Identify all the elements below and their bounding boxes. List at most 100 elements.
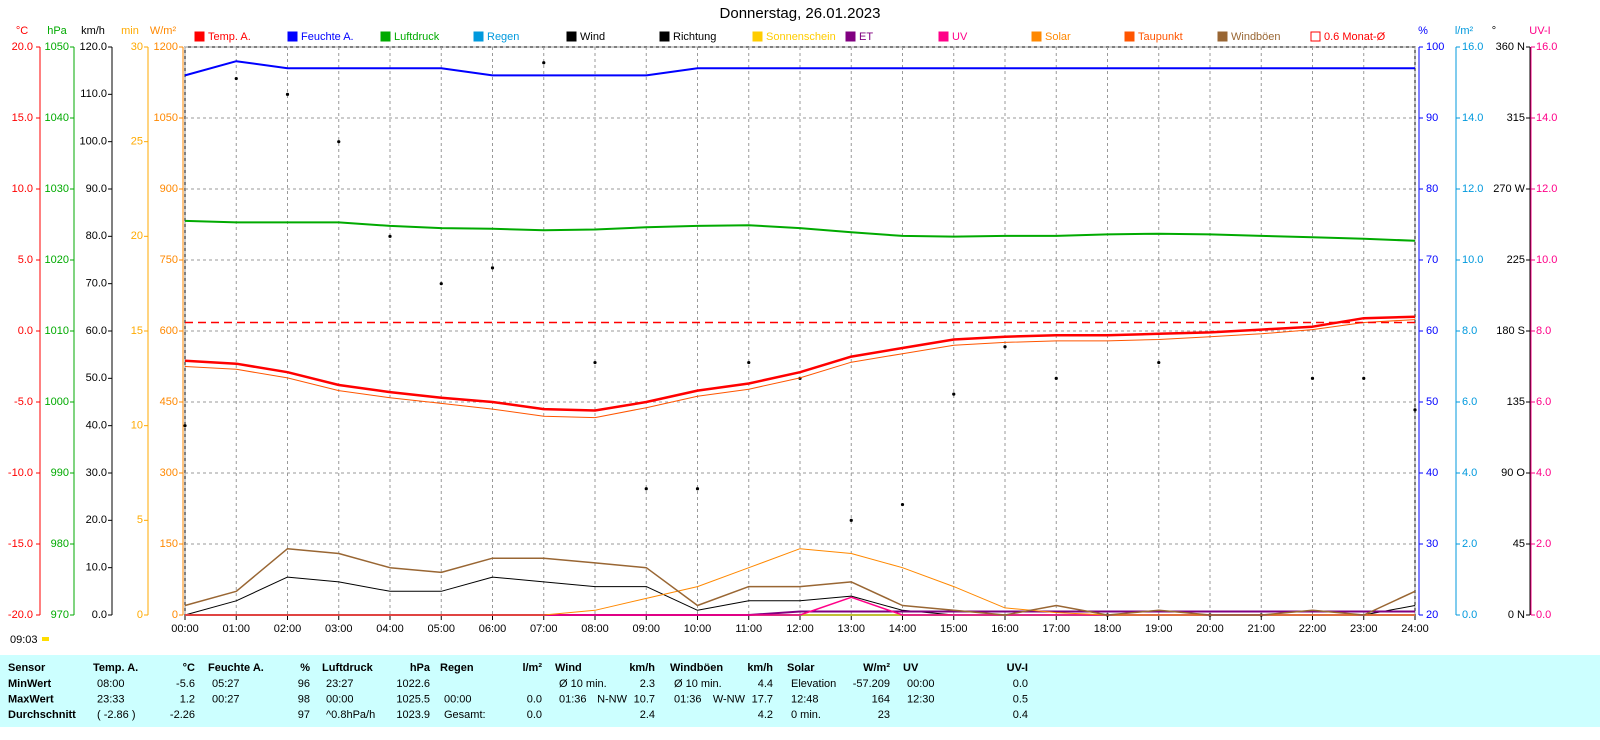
table-cell: 97 (298, 709, 310, 721)
table-cell: 1025.5 (396, 693, 430, 705)
table-cell: 98 (298, 693, 310, 705)
table-cell: 00:00 (907, 678, 935, 690)
x-tick-label: 15:00 (940, 623, 968, 635)
y-tick-label: 90.0 (86, 183, 107, 195)
x-tick-label: 12:00 (786, 623, 814, 635)
y-tick-label: 14.0 (1462, 112, 1483, 124)
table-cell: 0.4 (1013, 709, 1028, 721)
table-cell: Ø 10 min. (559, 678, 607, 690)
direction-dot (234, 76, 238, 81)
direction-dot (542, 61, 546, 65)
legend-swatch (752, 31, 763, 42)
x-tick-label: 11:00 (735, 623, 762, 635)
table-cell: 12:30 (907, 693, 935, 705)
y-tick-label: 15.0 (12, 112, 33, 124)
direction-dot (849, 518, 853, 522)
table-cell: 12:48 (791, 693, 819, 705)
table-header: km/h (629, 662, 655, 674)
table-header: Solar (787, 662, 815, 674)
y-tick-label: 70.0 (86, 278, 107, 290)
table-cell: 10.7 (634, 693, 655, 705)
y-tick-label: 5 (137, 514, 143, 526)
x-tick-label: 03:00 (325, 623, 353, 635)
x-tick-label: 04:00 (376, 623, 404, 635)
axis-unit: °C (16, 25, 28, 37)
y-tick-label: 360 N (1496, 41, 1525, 53)
y-tick-label: 1020 (45, 254, 69, 266)
y-tick-label: 12.0 (1536, 183, 1557, 195)
legend-swatch (845, 31, 856, 42)
direction-dot (593, 360, 597, 365)
y-tick-label: 50.0 (86, 372, 107, 384)
legend-label: Windböen (1231, 31, 1281, 43)
x-tick-label: 07:00 (530, 623, 558, 635)
y-tick-label: 20.0 (12, 41, 33, 53)
y-tick-label: 900 (160, 183, 178, 195)
y-tick-label: 150 (160, 538, 178, 550)
y-tick-label: 0.0 (92, 609, 107, 621)
table-cell: 08:00 (97, 678, 125, 690)
direction-dot (337, 140, 341, 144)
table-header: km/h (747, 662, 773, 674)
x-tick-label: 17:00 (1042, 623, 1070, 635)
table-cell: 0.0 (527, 709, 542, 721)
legend-label: UV (952, 31, 968, 43)
direction-dot (1003, 345, 1007, 349)
y-tick-label: 2.0 (1462, 538, 1477, 550)
y-tick-label: 1030 (45, 183, 69, 195)
table-cell: Ø 10 min. (674, 678, 722, 690)
y-tick-label: 300 (160, 467, 178, 479)
y-tick-label: -15.0 (8, 538, 33, 550)
table-cell: 0.0 (1013, 678, 1028, 690)
y-tick-label: 30 (1426, 538, 1438, 550)
legend-swatch (566, 31, 577, 42)
table-cell: 164 (872, 693, 890, 705)
table-cell: 2.4 (640, 709, 655, 721)
y-tick-label: 0 N (1508, 609, 1525, 621)
table-cell: 4.4 (758, 678, 773, 690)
direction-dot (1157, 360, 1161, 365)
table-header: l/m² (522, 662, 542, 674)
table-header: hPa (410, 662, 431, 674)
direction-dot (747, 360, 751, 365)
x-tick-label: 18:00 (1094, 623, 1122, 635)
legend-label: Richtung (673, 31, 716, 43)
y-tick-label: -10.0 (8, 467, 33, 479)
y-tick-label: 40 (1426, 467, 1438, 479)
y-tick-label: 750 (160, 254, 178, 266)
y-tick-label: 1000 (45, 396, 69, 408)
table-cell: 01:36 (674, 693, 702, 705)
y-tick-label: 1050 (45, 41, 69, 53)
direction-dot (1362, 376, 1366, 380)
legend-label: Taupunkt (1138, 31, 1183, 43)
y-tick-label: 1200 (154, 41, 178, 53)
table-header: Luftdruck (322, 662, 374, 674)
y-tick-label: 6.0 (1462, 396, 1477, 408)
x-tick-label: 01:00 (222, 623, 250, 635)
x-tick-label: 13:00 (837, 623, 865, 635)
direction-dot (900, 502, 905, 507)
legend-swatch (473, 31, 484, 42)
y-tick-label: 80.0 (86, 230, 107, 242)
table-cell: 96 (298, 678, 310, 690)
series-line (184, 547, 1416, 616)
y-tick-label: 10.0 (12, 183, 33, 195)
legend-label: Sonnenschein (766, 31, 836, 43)
legend-swatch (1124, 31, 1135, 42)
axis-unit: l/m² (1455, 25, 1474, 37)
y-tick-label: 20 (131, 230, 143, 242)
x-tick-label: 02:00 (274, 623, 302, 635)
table-cell: 00:00 (326, 693, 354, 705)
table-header: UV (903, 662, 919, 674)
axis-unit: hPa (47, 25, 67, 37)
legend-swatch (1031, 31, 1042, 42)
x-tick-label: 09:00 (632, 623, 660, 635)
y-tick-label: 90 O (1501, 467, 1525, 479)
x-tick-label: 19:00 (1145, 623, 1173, 635)
y-tick-label: 70 (1426, 254, 1438, 266)
y-tick-label: -20.0 (8, 609, 33, 621)
direction-dot (388, 234, 392, 238)
y-tick-label: 45 (1513, 538, 1525, 550)
legend-swatch (1310, 31, 1321, 42)
y-tick-label: 10 (131, 420, 143, 432)
